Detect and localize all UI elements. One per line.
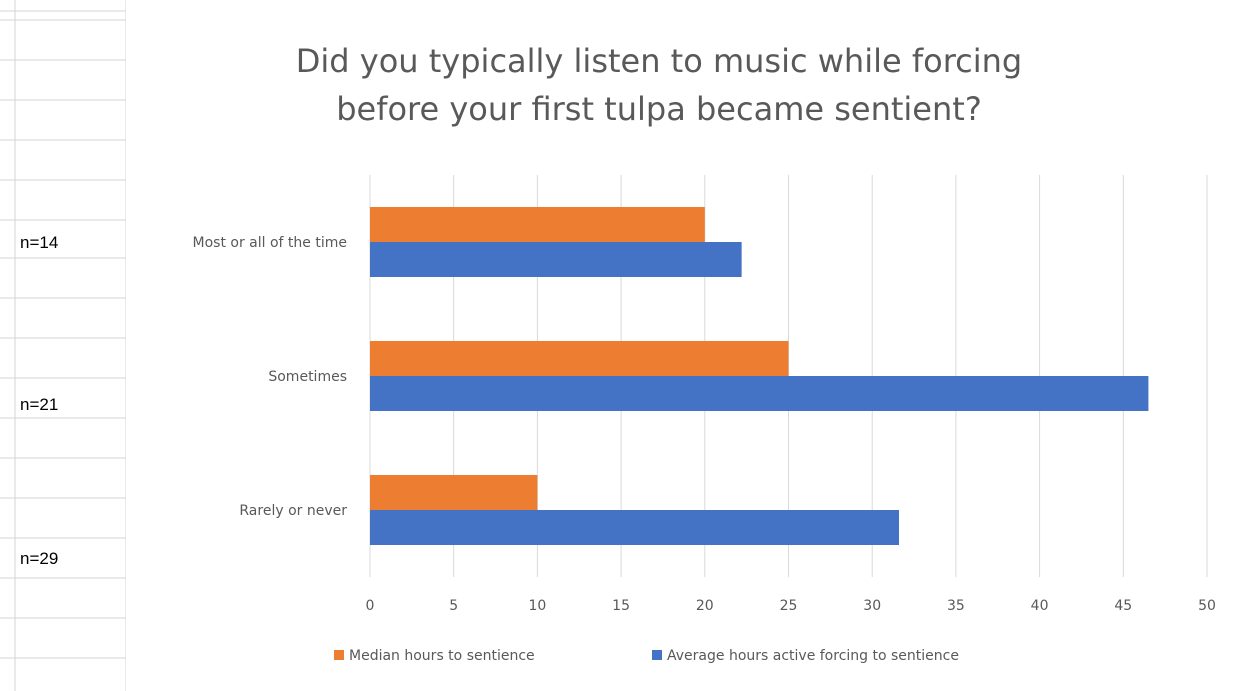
x-tick-label: 45 xyxy=(1114,598,1132,614)
bar-chart: 0 5 10 15 20 25 30 35 40 45 50 Most or all of the t… xyxy=(193,175,1216,664)
category-label: Most or all of the time xyxy=(193,235,347,251)
bar-median-2 xyxy=(370,475,538,510)
x-tick-label: 40 xyxy=(1031,598,1049,614)
chart-title: Did you typically listen to music while … xyxy=(126,37,1192,133)
n-label-rarely: n=29 xyxy=(20,549,59,568)
chart-area[interactable]: Did you typically listen to music while … xyxy=(126,0,1249,691)
x-tick-label: 25 xyxy=(780,598,798,614)
x-tick-label: 15 xyxy=(612,598,630,614)
bar-median-0 xyxy=(370,207,705,242)
bar-median-1 xyxy=(370,341,789,376)
bar-average-2 xyxy=(370,510,899,545)
legend-label: Median hours to sentience xyxy=(349,648,535,664)
legend-swatch xyxy=(334,650,344,660)
bar-average-0 xyxy=(370,242,742,277)
category-label: Rarely or never xyxy=(239,503,347,519)
x-tick-label: 35 xyxy=(947,598,965,614)
x-tick-label: 50 xyxy=(1198,598,1216,614)
n-label-most: n=14 xyxy=(20,233,59,252)
x-tick-label: 20 xyxy=(696,598,714,614)
n-label-sometimes: n=21 xyxy=(20,395,59,414)
x-tick-label: 30 xyxy=(863,598,881,614)
legend-swatch xyxy=(652,650,662,660)
chart-title-line-2: before your first tulpa became sentient? xyxy=(336,90,982,128)
chart-title-line-1: Did you typically listen to music while … xyxy=(295,42,1023,80)
x-tick-label: 0 xyxy=(366,598,375,614)
bar-average-1 xyxy=(370,376,1149,411)
x-tick-label: 5 xyxy=(449,598,458,614)
x-tick-label: 10 xyxy=(528,598,546,614)
category-label: Sometimes xyxy=(268,369,347,385)
legend-label: Average hours active forcing to sentienc… xyxy=(667,648,959,664)
